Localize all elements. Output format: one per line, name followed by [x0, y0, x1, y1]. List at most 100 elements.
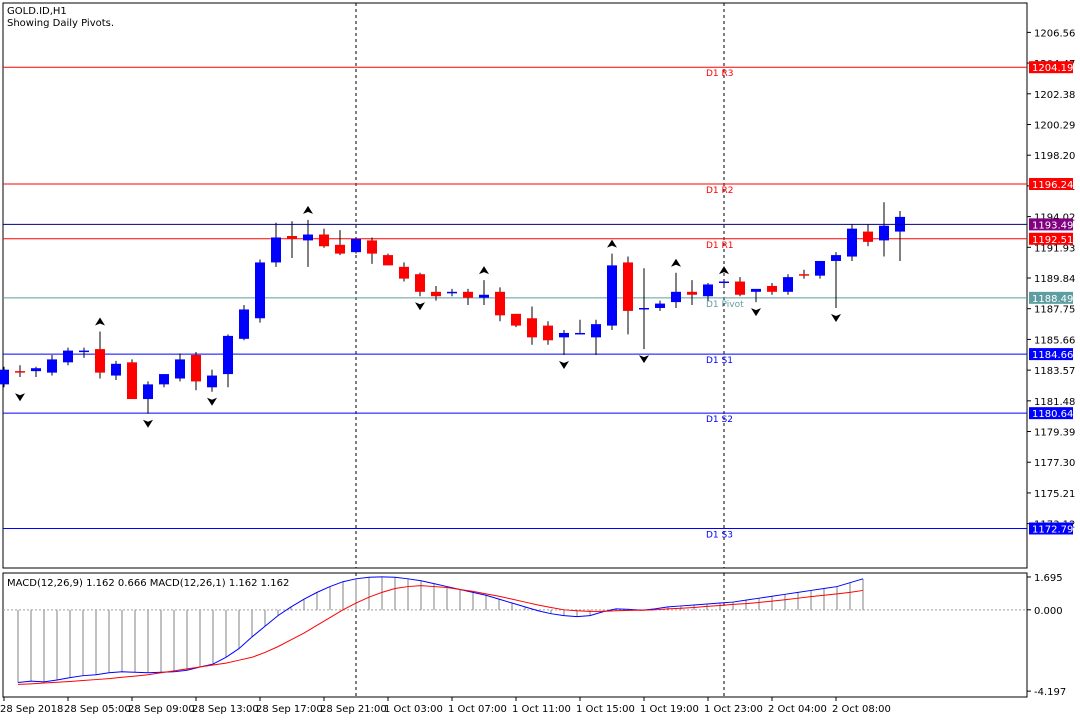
candle-bull [207, 375, 217, 388]
time-tick-label: 1 Oct 23:00 [704, 704, 763, 715]
fractal-down-arrow [207, 397, 217, 406]
candle-bull [303, 234, 313, 241]
candle-bull [175, 359, 185, 379]
candle-bull [639, 307, 649, 310]
candle-bull [31, 368, 41, 372]
pivot-price-badge-label: 1172.79 [1032, 524, 1073, 535]
candle-bull [591, 324, 601, 338]
candle-bull [815, 260, 825, 276]
pivot-price-badge-label: 1196.24 [1032, 180, 1073, 191]
candle-bull [847, 228, 857, 257]
time-tick-label: 28 Sep 13:00 [192, 704, 259, 715]
macd-pane[interactable]: MACD(12,26,9) 1.162 0.666 MACD(12,26,1) … [2, 572, 1028, 698]
pivot-price-badge-label: 1188.49 [1032, 294, 1073, 305]
candle-bull [479, 294, 489, 298]
pivot-label: D1 Pivot [706, 300, 744, 310]
current-price-badge [1029, 218, 1073, 231]
fractal-down-arrow [751, 308, 761, 317]
current-price-badge-label: 1193.49 [1032, 220, 1073, 231]
candle-bull [111, 363, 121, 376]
candle-bull [751, 288, 761, 292]
macd-tick-label: 1.695 [1034, 573, 1063, 584]
pivot-label: D1 S3 [706, 530, 733, 540]
time-tick-label: 1 Oct 07:00 [448, 704, 507, 715]
fractal-up-arrow [303, 205, 313, 214]
time-tick-label: 28 Sep 09:00 [128, 704, 195, 715]
price-tick-label: 1185.66 [1034, 335, 1075, 346]
price-tick-label: 1183.57 [1034, 366, 1075, 377]
candle-bear [735, 281, 745, 295]
time-tick-label: 1 Oct 11:00 [512, 704, 571, 715]
fractal-down-arrow [639, 355, 649, 364]
candle-bear [543, 325, 553, 341]
candle-bear [463, 291, 473, 298]
fractal-down-arrow [831, 313, 841, 322]
candle-bear [191, 354, 201, 382]
time-tick-label: 1 Oct 15:00 [576, 704, 635, 715]
fractal-markers [15, 205, 841, 428]
candle-bear [399, 266, 409, 279]
candle-bull [159, 374, 169, 385]
candle-bull [271, 237, 281, 263]
pivot-price-badge [1029, 61, 1073, 74]
time-tick-label: 1 Oct 03:00 [384, 704, 443, 715]
pivot-price-badge [1029, 177, 1073, 190]
price-tick-label: 1177.30 [1034, 458, 1075, 469]
pivot-subtitle: Showing Daily Pivots. [7, 18, 114, 29]
candle-bull [575, 332, 585, 335]
fractal-up-arrow [95, 317, 105, 326]
price-tick-label: 1198.20 [1034, 151, 1075, 162]
price-tick-label: 1187.75 [1034, 305, 1075, 316]
candles [0, 202, 905, 414]
candle-bull [559, 332, 569, 338]
macd-histogram [17, 576, 864, 683]
price-pane[interactable]: D1 R3 D1 R2 D1 R1 D1 Pivot D1 S1 D1 S2 D1 S3 G… [0, 2, 1028, 569]
candle-bear [367, 240, 377, 254]
macd-line [17, 576, 864, 683]
price-tick-label: 1181.48 [1034, 397, 1075, 408]
pivot-label: D1 R3 [706, 69, 734, 79]
pivot-label: D1 R2 [706, 186, 734, 196]
price-tick-label: 1206.56 [1034, 28, 1075, 39]
price-tick-label: 1191.93 [1034, 243, 1075, 254]
fractal-down-arrow [143, 419, 153, 428]
candle-bear [511, 313, 521, 326]
candle-bear [495, 291, 505, 316]
fractal-up-arrow [479, 266, 489, 275]
time-tick-label: 1 Oct 19:00 [640, 704, 699, 715]
pivot-label: D1 S1 [706, 356, 733, 366]
fractal-down-arrow [559, 360, 569, 369]
candle-bull [79, 350, 89, 353]
candle-bear [431, 291, 441, 297]
fractal-down-arrow [415, 302, 425, 311]
fractal-up-arrow [719, 266, 729, 275]
macd-signal-line [17, 585, 864, 685]
candle-bear [767, 285, 777, 292]
pivot-price-badge [1029, 348, 1073, 361]
time-tick-label: 28 Sep 17:00 [256, 704, 323, 715]
pivot-label: D1 R1 [706, 241, 734, 251]
macd-tick-label: 0.000 [1034, 606, 1063, 617]
macd-label: MACD(12,26,9) 1.162 0.666 MACD(12,26,1) … [7, 578, 289, 589]
candle-bull [351, 238, 361, 253]
pivot-price-badge-label: 1180.64 [1032, 409, 1073, 420]
macd-pane-frame [2, 572, 1028, 698]
price-tick-label: 1202.38 [1034, 90, 1075, 101]
pivot-price-badge-label: 1204.19 [1032, 63, 1073, 74]
candle-bull [831, 255, 841, 261]
candle-bear [415, 274, 425, 292]
candle-bull [447, 291, 457, 294]
price-badges: 1204.19 1196.24 1192.51 1188.49 1184.66 1180.… [1029, 61, 1073, 535]
time-tick-label: 28 Sep 05:00 [64, 704, 131, 715]
candle-bull [0, 369, 9, 385]
candle-bull [63, 350, 73, 363]
time-tick-label: 28 Sep 21:00 [320, 704, 387, 715]
candle-bull [655, 303, 665, 308]
fractal-down-arrow [15, 393, 25, 402]
candle-bull [223, 335, 233, 375]
pivot-label: D1 S2 [706, 415, 733, 425]
time-tick-label: 2 Oct 08:00 [832, 704, 891, 715]
candle-bull [47, 359, 57, 373]
fractal-up-arrow [671, 258, 681, 267]
